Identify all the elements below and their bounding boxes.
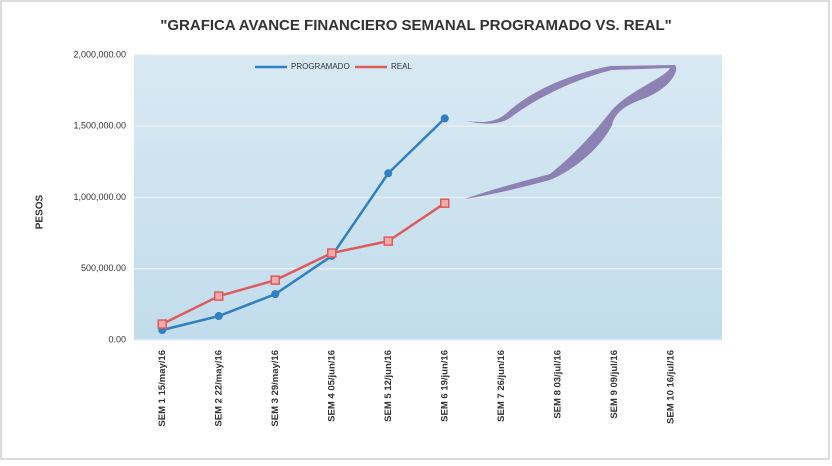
legend-label: PROGRAMADO [291, 62, 350, 71]
x-tick-label: SEM 7 26/jun/16 [496, 350, 507, 422]
series-line [161, 202, 446, 326]
y-tick-label: 2,000,000.00 [73, 49, 126, 59]
chart-title: "GRAFICA AVANCE FINANCIERO SEMANAL PROGR… [160, 17, 671, 34]
x-tick-label: SEM 10 16/jul/16 [665, 350, 676, 424]
data-point [214, 291, 224, 301]
data-point [214, 312, 223, 321]
x-tick-label: SEM 3 29/may/16 [270, 350, 281, 427]
x-tick-label: SEM 1 15/may/16 [157, 350, 168, 427]
series-line [161, 117, 446, 332]
data-point [270, 275, 280, 285]
x-tick-label: SEM 9 09/jul/16 [609, 350, 620, 419]
y-tick-label: 1,500,000.00 [73, 121, 126, 131]
data-point [384, 169, 393, 178]
legend-label: REAL [391, 62, 412, 71]
data-point [157, 319, 167, 329]
x-tick-label: SEM 4 05/jun/16 [326, 350, 337, 422]
y-axis-label: PESOS [35, 194, 46, 229]
data-point [327, 248, 337, 258]
x-tick-label: SEM 8 03/jul/16 [552, 350, 563, 419]
x-tick-label: SEM 2 22/may/16 [213, 350, 224, 427]
x-tick-label: SEM 5 12/jun/16 [383, 350, 394, 422]
data-point [271, 290, 280, 299]
y-tick-label: 500,000.00 [81, 263, 126, 273]
y-tick-label: 1,000,000.00 [73, 192, 126, 202]
data-point [383, 236, 393, 246]
data-point [440, 114, 449, 123]
data-point [440, 198, 450, 208]
y-tick-label: 0.00 [108, 334, 126, 344]
x-tick-label: SEM 6 19/jun/16 [439, 350, 450, 422]
